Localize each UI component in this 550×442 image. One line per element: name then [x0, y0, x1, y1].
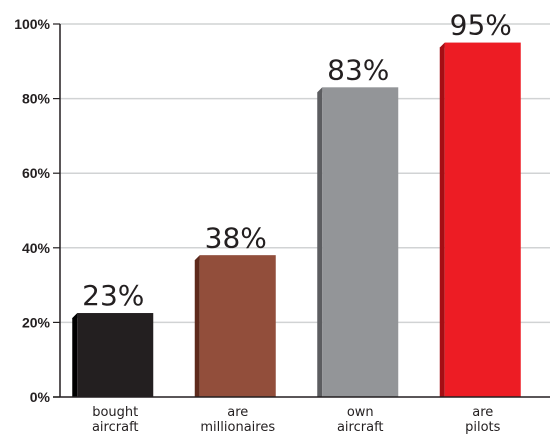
bar-side: [439, 42, 445, 398]
category-label: are: [227, 405, 248, 420]
bar-value-label: 38%: [205, 221, 267, 254]
bar-value-label: 95%: [450, 9, 512, 42]
category-label: bought: [92, 405, 138, 420]
category-label: aircraft: [92, 420, 139, 435]
bar: [199, 255, 276, 397]
bar-side: [194, 255, 200, 397]
y-tick-label: 20%: [22, 314, 51, 330]
bar: [444, 42, 521, 398]
category-label: own: [347, 405, 374, 420]
x-axis-categories: boughtaircraftaremillionairesownaircraft…: [92, 405, 501, 435]
y-tick-label: 40%: [22, 240, 51, 256]
bar-value-label: 83%: [327, 53, 389, 86]
bar: [322, 87, 399, 397]
y-tick-label: 0%: [30, 389, 51, 405]
category-label: are: [472, 405, 493, 420]
y-tick-label: 60%: [22, 165, 51, 181]
bar: [77, 313, 154, 397]
category-label: aircraft: [337, 420, 384, 435]
bar-side: [72, 313, 78, 397]
bars: [72, 42, 521, 398]
bar-side: [317, 87, 323, 397]
data-labels: 23% 38% 83% 95%: [82, 9, 512, 312]
bar-value-label: 23%: [82, 279, 144, 312]
y-tick-label: 80%: [22, 91, 51, 107]
category-label: pilots: [465, 420, 501, 435]
category-label: millionaires: [200, 420, 275, 435]
y-axis-ticks: 0% 20% 40% 60% 80% 100%: [14, 16, 60, 405]
y-tick-label: 100%: [14, 16, 50, 32]
